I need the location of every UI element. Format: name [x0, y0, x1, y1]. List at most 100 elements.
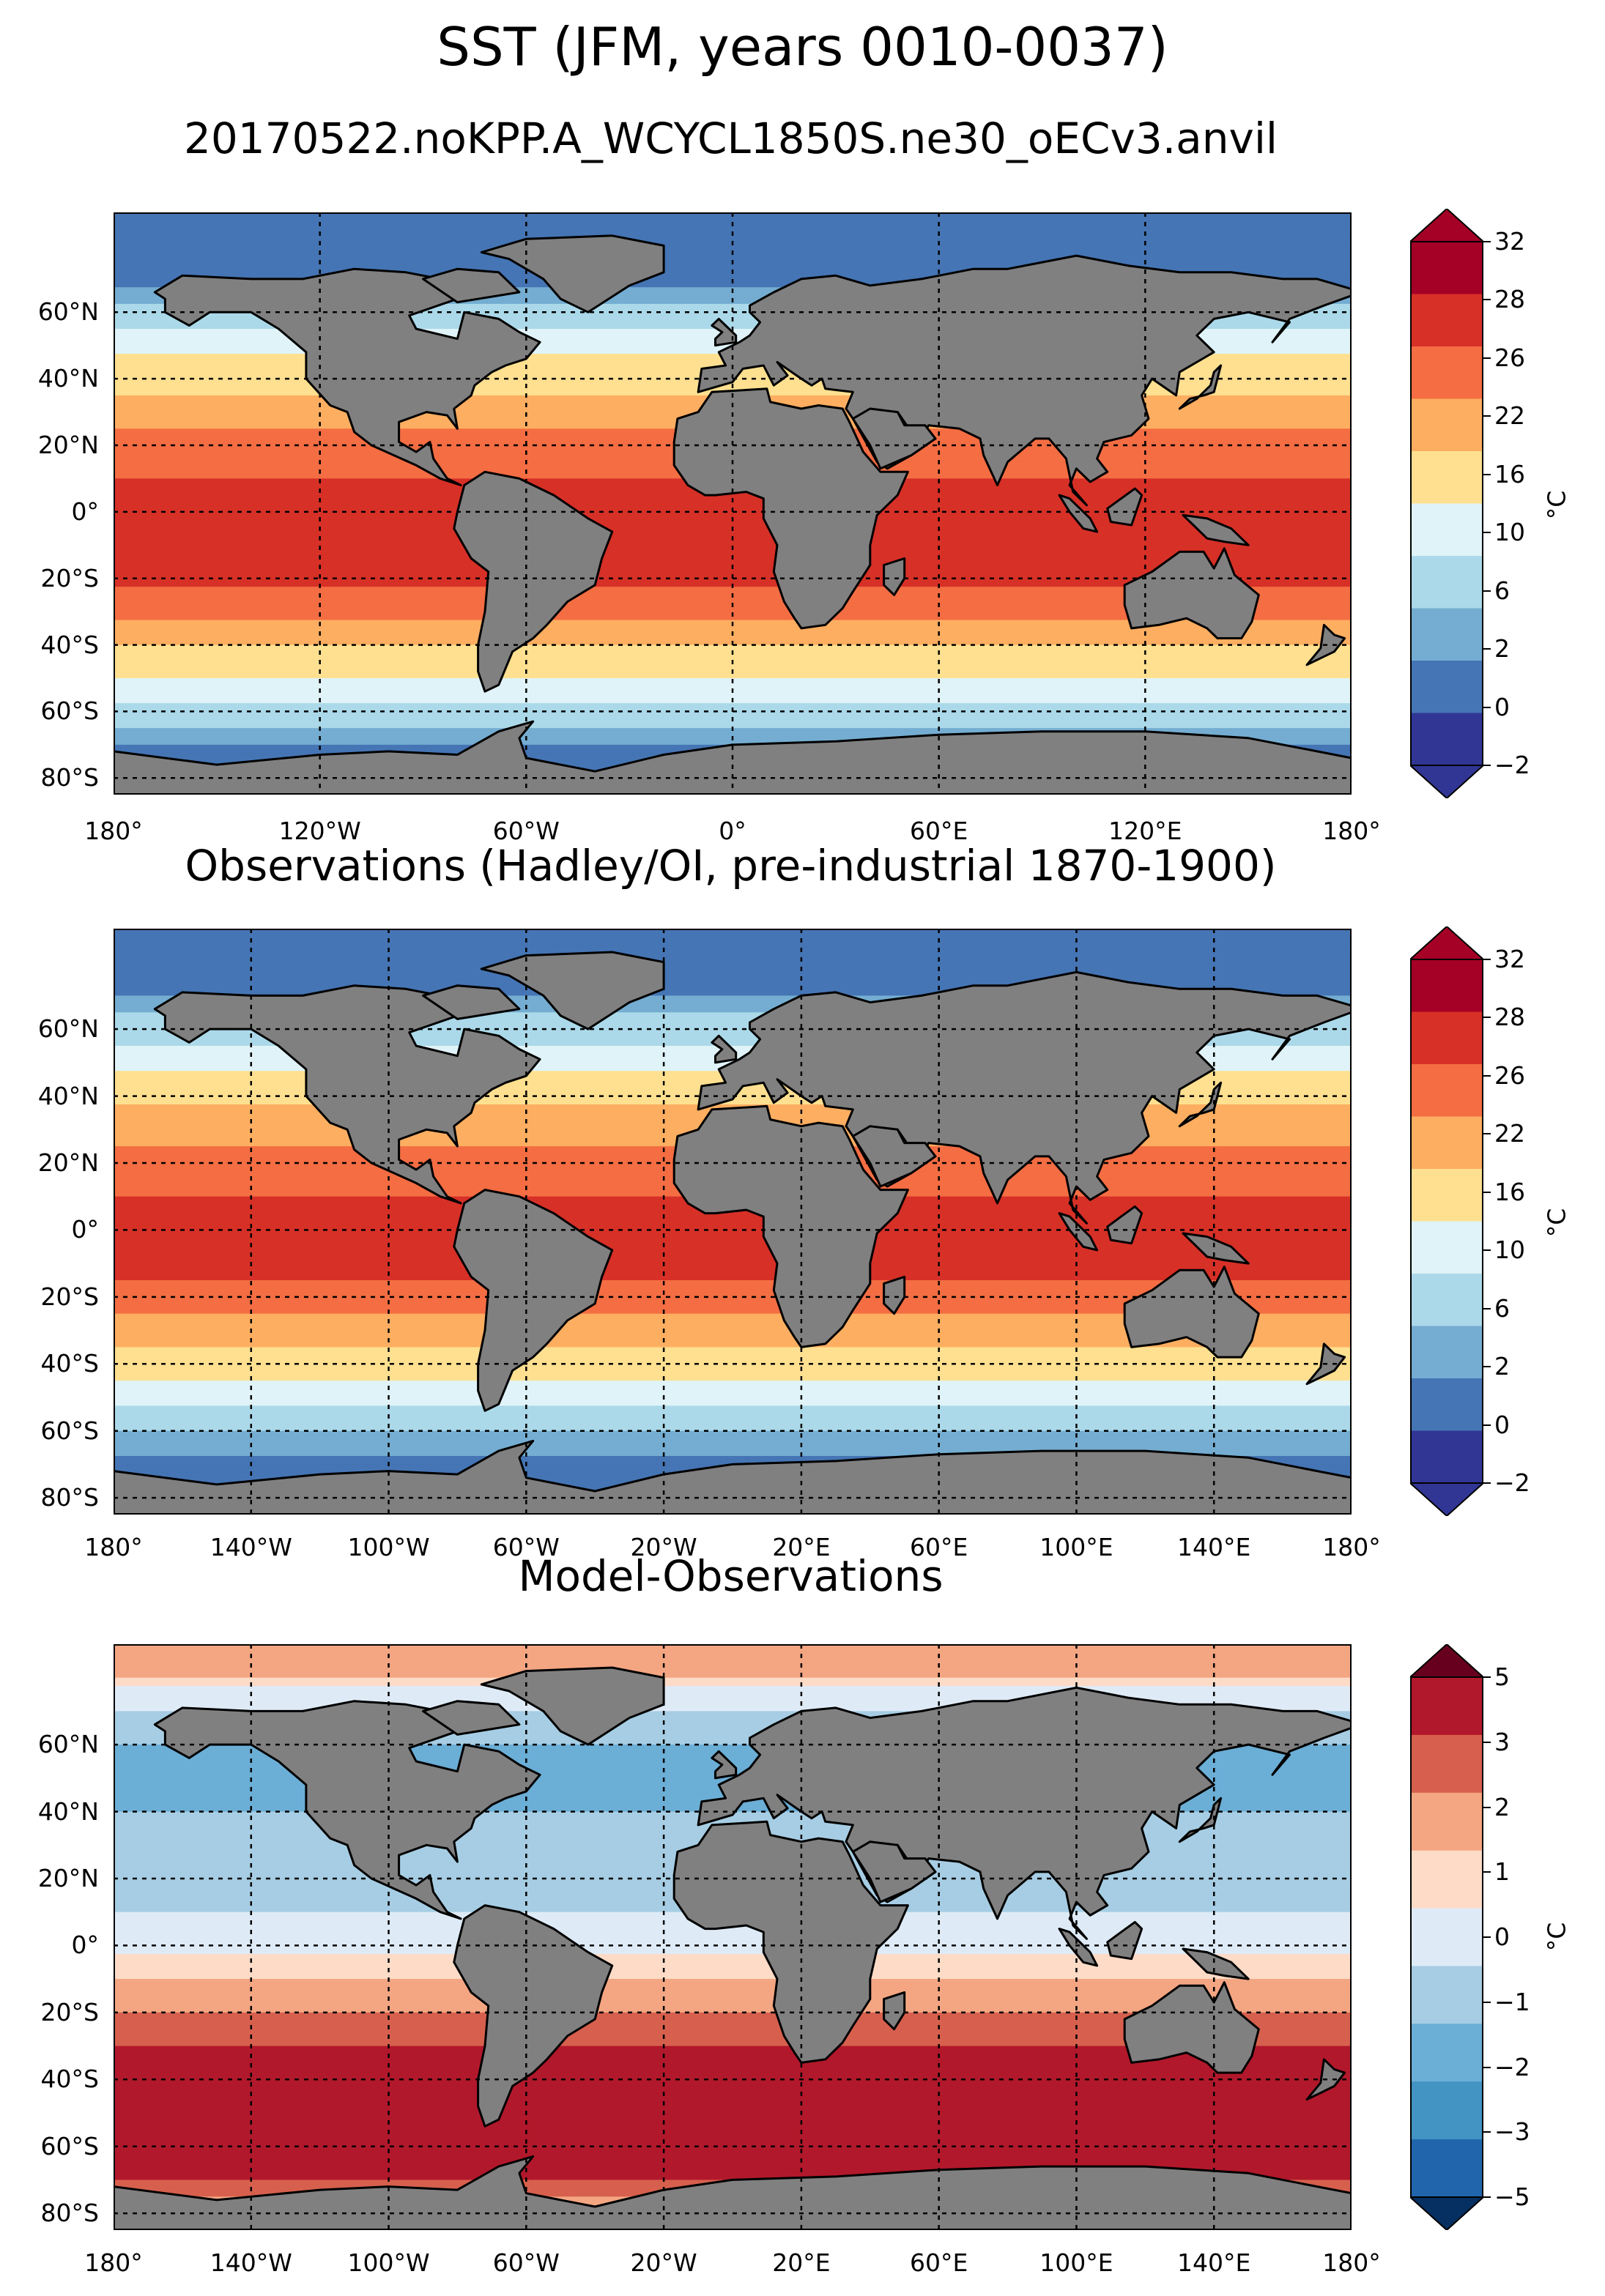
colorbar-segment: [1410, 346, 1483, 399]
lon-tick-label: 60°W: [492, 2248, 560, 2277]
sst-band: [114, 1238, 1352, 1247]
colorbar-segment: [1410, 661, 1483, 713]
madagascar-landmass: [883, 1275, 906, 1315]
japan-landmass: [1178, 1797, 1223, 1843]
sst-band: [114, 2070, 1352, 2080]
colorbar-tick: [1483, 2001, 1491, 2003]
colorbar-segment: [1410, 1116, 1483, 1170]
sst-band: [114, 954, 1352, 963]
borneo-landmass: [1106, 1205, 1143, 1245]
colorbar-tick: [1483, 299, 1491, 301]
colorbar-tick-label: −2: [1494, 2052, 1530, 2081]
colorbar-tick-label: 16: [1494, 459, 1525, 488]
lon-tick-label: 60°E: [909, 1533, 968, 1561]
sst-band: [114, 1970, 1352, 1980]
colorbar-tick-label: 0: [1494, 1922, 1510, 1951]
colorbar-tick-label: 28: [1494, 285, 1525, 314]
sst-band: [114, 937, 1352, 946]
colorbar-segment: [1410, 2081, 1483, 2140]
sst-band: [114, 1364, 1352, 1373]
sst-band: [114, 1669, 1352, 1679]
colorbar-model: [1410, 209, 1483, 798]
colorbar-tick-label: 0: [1494, 692, 1510, 721]
map-model: [114, 212, 1352, 795]
sst-band: [114, 2079, 1352, 2089]
lon-tick-label: 60°W: [492, 1533, 560, 1561]
sst-band: [114, 1339, 1352, 1348]
new-guinea-landmass: [1182, 1232, 1250, 1265]
colorbar-tick: [1483, 706, 1491, 708]
figure-subtitle: 20170522.noKPP.A_WCYCL1850S.ne30_oECv3.a…: [183, 114, 1278, 163]
colorbar-segment: [1410, 2024, 1483, 2082]
colorbar-extend-min: [1410, 2196, 1483, 2230]
sst-band: [114, 253, 1352, 263]
colorbar-extend-min: [1410, 765, 1483, 798]
sst-band: [114, 711, 1352, 721]
colorbar-tick-label: −3: [1494, 2117, 1530, 2147]
colorbar-segment: [1410, 1378, 1483, 1431]
sst-band: [114, 2029, 1352, 2038]
sst-band: [114, 644, 1352, 654]
sst-band: [114, 1330, 1352, 1340]
sst-band: [114, 2138, 1352, 2147]
colorbar-segment: [1410, 556, 1483, 609]
colorbar-tick-label: 2: [1494, 634, 1510, 664]
colorbar-tick: [1483, 241, 1491, 242]
north-america-landmass: [153, 1700, 541, 1920]
arabia-fix-landmass: [851, 407, 937, 470]
sst-band: [114, 2104, 1352, 2114]
colorbar-frame: [1410, 1676, 1483, 2198]
graticule: [114, 212, 1352, 795]
baffin-landmass: [422, 267, 521, 304]
colorbar-segment: [1410, 608, 1483, 661]
lat-tick-label: 20°N: [37, 1148, 99, 1177]
sst-band: [114, 1644, 1352, 1653]
sst-band: [114, 945, 1352, 954]
colorbar-segment: [1410, 1792, 1483, 1851]
africa-landmass: [672, 1820, 909, 2064]
sst-band: [114, 2146, 1352, 2155]
colorbar-segment: [1410, 1326, 1483, 1379]
colorbar-extend-max: [1410, 1644, 1483, 1678]
colorbar-tick: [1483, 2196, 1491, 2198]
colorbar-segment: [1410, 1274, 1483, 1326]
colorbar-tick: [1483, 415, 1491, 417]
colorbar-tick-label: 2: [1494, 1792, 1510, 1821]
lat-tick-label: 60°N: [37, 1730, 99, 1759]
colorbar-segment: [1410, 1850, 1483, 1909]
colorbar-tick: [1483, 532, 1491, 534]
lon-tick-label: 120°E: [1108, 817, 1182, 845]
lon-tick-label: 20°E: [772, 1533, 831, 1561]
lat-tick-label: 60°N: [37, 297, 99, 327]
colorbar-tick: [1483, 1017, 1491, 1019]
australia-landmass: [1123, 547, 1260, 639]
south-america-landmass: [453, 1904, 614, 2128]
colorbar-extend-max: [1410, 926, 1483, 960]
lat-tick-label: 0°: [71, 497, 100, 526]
lat-tick-label: 40°S: [40, 630, 99, 659]
japan-landmass: [1178, 364, 1223, 410]
sst-band: [114, 511, 1352, 521]
colorbar-tick: [1483, 2066, 1491, 2068]
colorbar-tick: [1483, 1871, 1491, 1873]
sst-band: [114, 1677, 1352, 1687]
lon-tick-label: 140°W: [210, 2248, 292, 2277]
sst-band: [114, 1255, 1352, 1264]
sst-band: [114, 929, 1352, 937]
colorbar-tick-label: 6: [1494, 576, 1510, 605]
lat-tick-label: 40°N: [37, 1797, 99, 1826]
sst-band: [114, 1271, 1352, 1281]
lon-tick-label: 140°E: [1177, 1533, 1251, 1561]
colorbar-extend-min: [1410, 1482, 1483, 1516]
colorbar-tick: [1483, 1424, 1491, 1426]
lon-tick-label: 20°W: [630, 2248, 697, 2277]
lon-tick-label: 100°W: [347, 1533, 430, 1561]
lat-tick-label: 40°N: [37, 1081, 99, 1110]
colorbar-tick-label: 1: [1494, 1857, 1510, 1887]
sst-band: [114, 1397, 1352, 1406]
lat-tick-label: 40°N: [37, 364, 99, 393]
new-guinea-landmass: [1182, 1947, 1250, 1980]
sst-band: [114, 536, 1352, 546]
lat-tick-label: 20°S: [40, 563, 99, 592]
south-america-landmass: [453, 470, 614, 693]
